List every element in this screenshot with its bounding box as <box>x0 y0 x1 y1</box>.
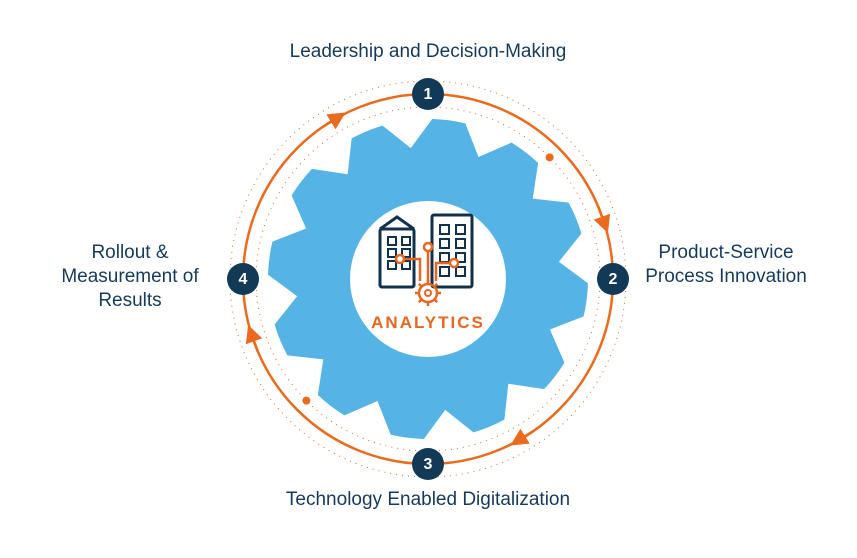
node-number: 2 <box>609 271 618 288</box>
label-bottom: Technology Enabled Digitalization <box>218 488 638 512</box>
analytics-label: ANALYTICS <box>358 313 498 333</box>
label-right: Product-Service Process Innovation <box>641 241 811 289</box>
node-number: 1 <box>424 86 433 103</box>
node-number: 4 <box>239 271 248 288</box>
label-left: Rollout & Measurement of Results <box>45 241 215 312</box>
node-number: 3 <box>424 456 433 473</box>
label-top: Leadership and Decision-Making <box>218 40 638 64</box>
diagram-stage: 1 2 3 4 Leadership and Decision-Making Prod… <box>0 0 857 558</box>
